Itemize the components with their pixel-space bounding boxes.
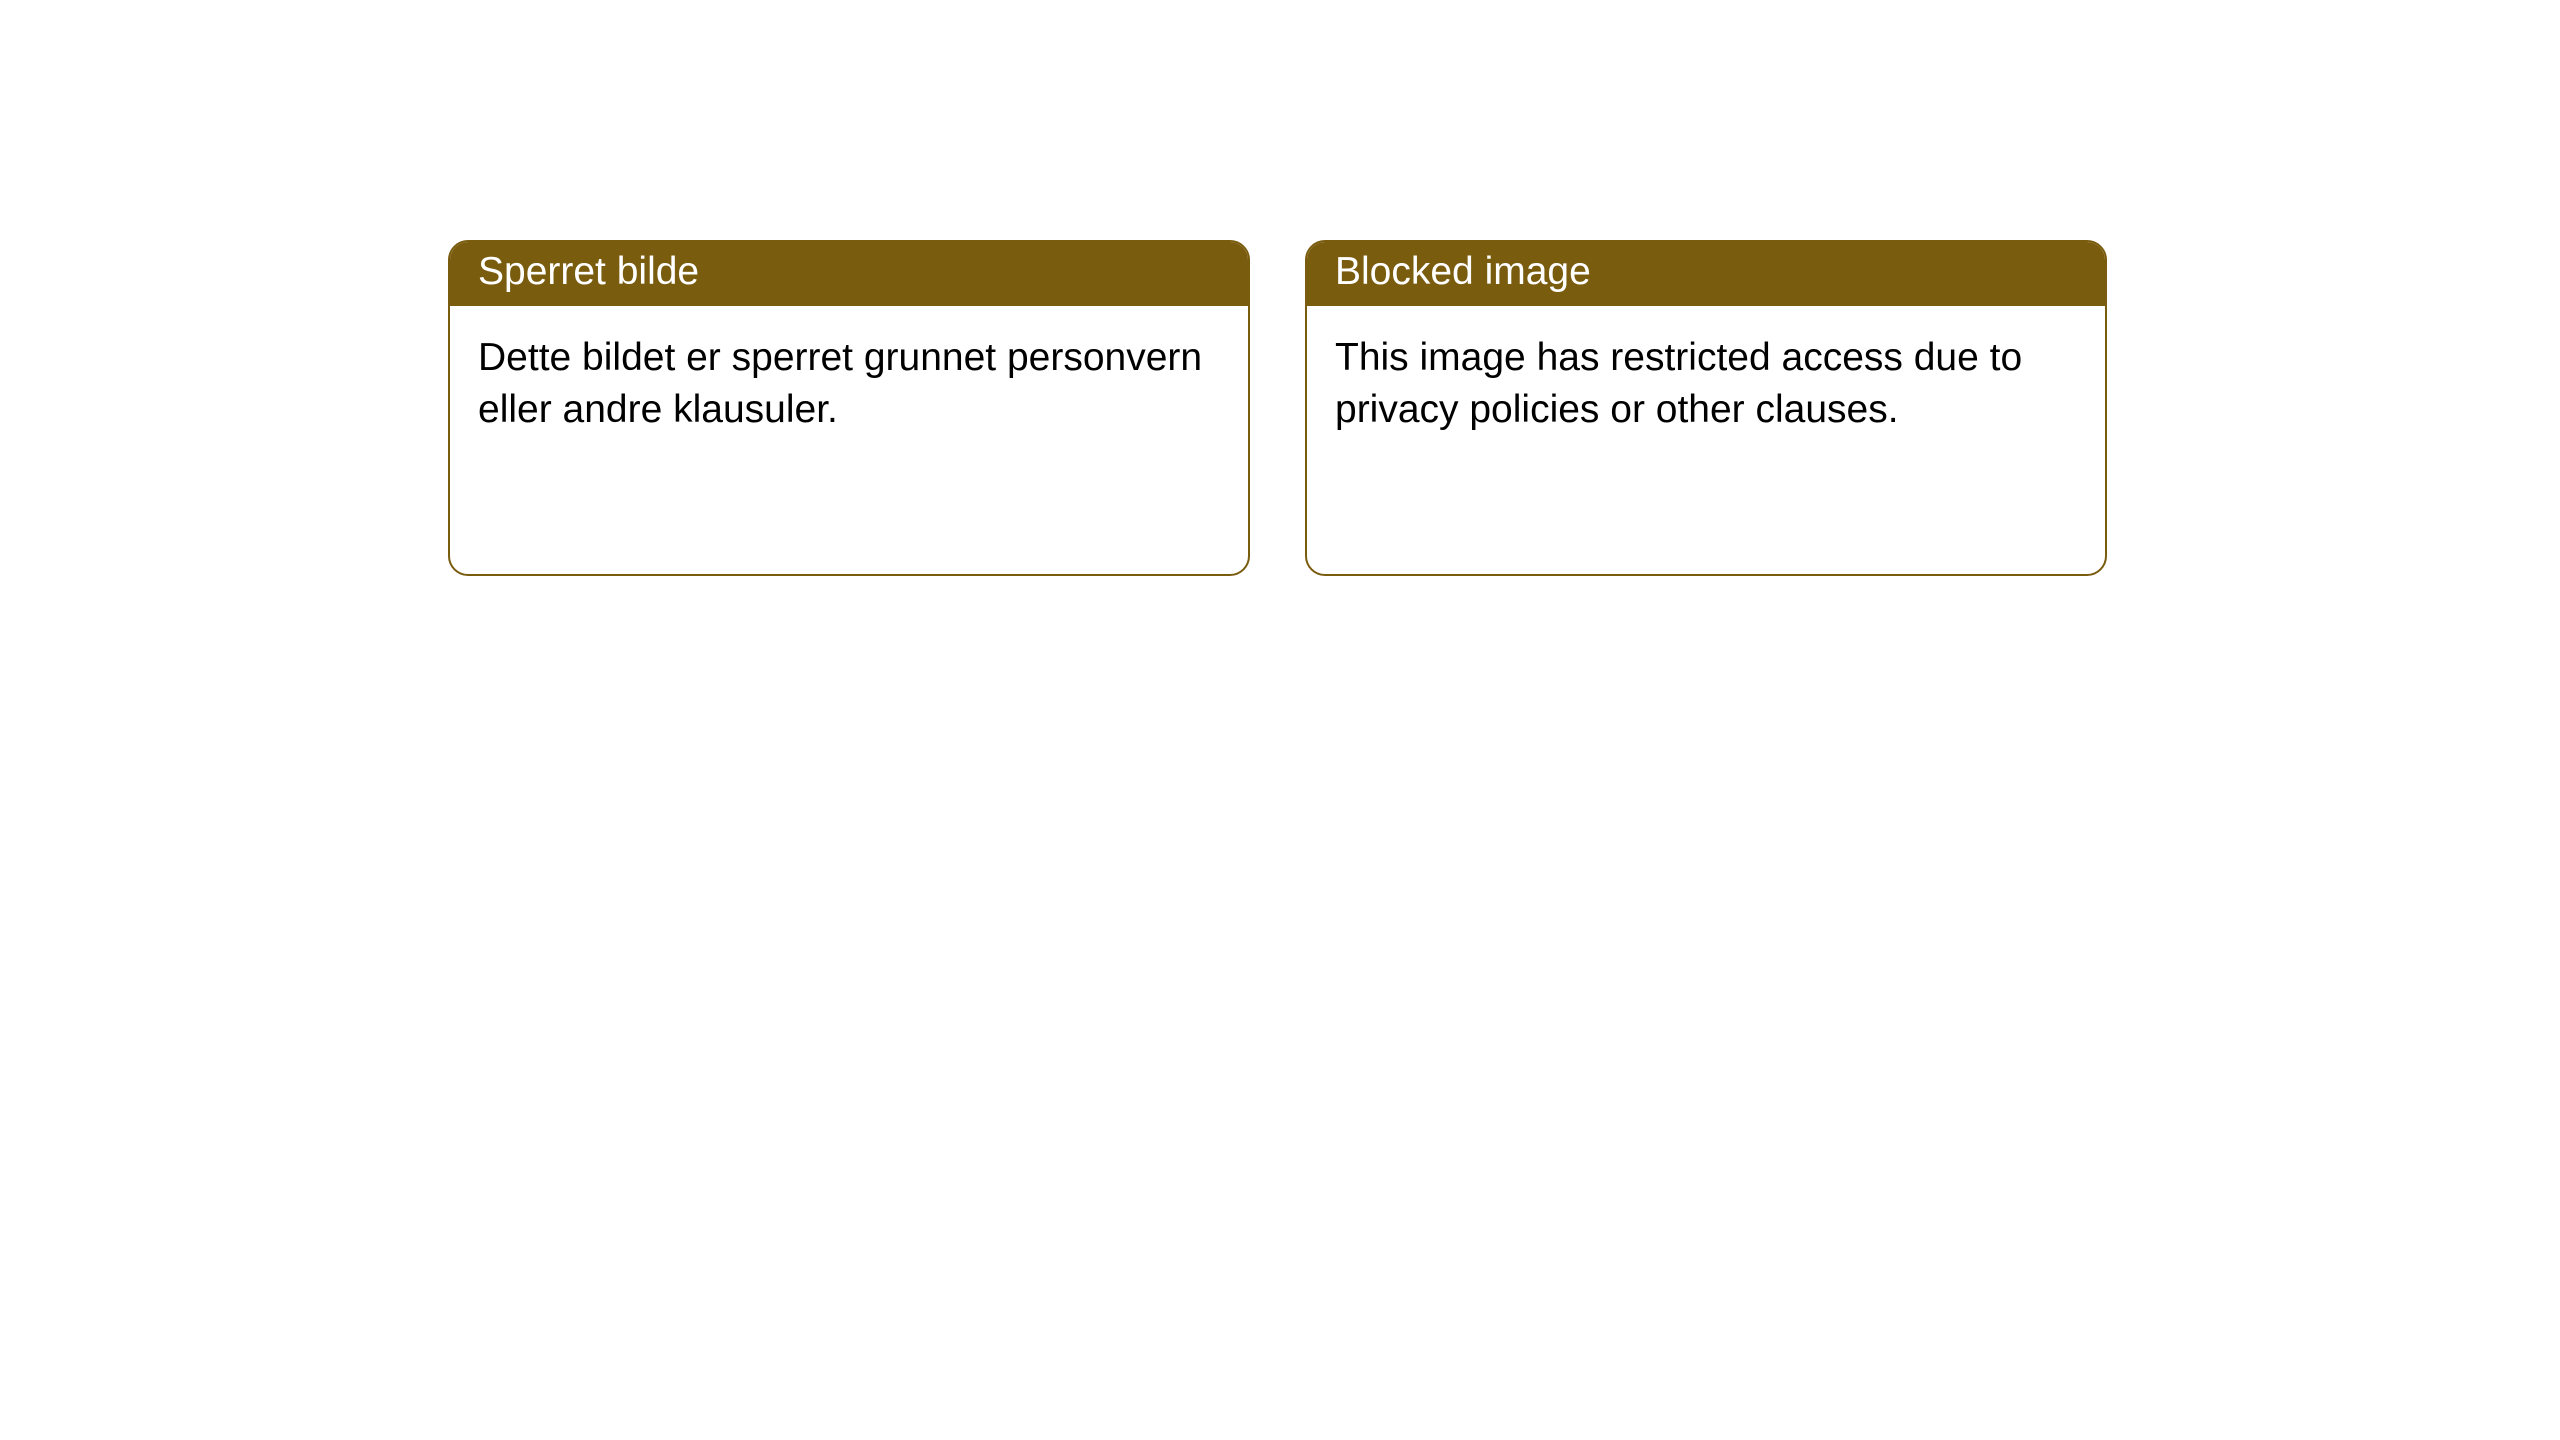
- notice-header-norwegian: Sperret bilde: [450, 242, 1248, 306]
- notice-card-english: Blocked image This image has restricted …: [1305, 240, 2107, 576]
- notice-title: Blocked image: [1335, 250, 1591, 293]
- notice-container: Sperret bilde Dette bildet er sperret gr…: [0, 0, 2560, 576]
- notice-card-norwegian: Sperret bilde Dette bildet er sperret gr…: [448, 240, 1250, 576]
- notice-title: Sperret bilde: [478, 250, 699, 293]
- notice-body-text: Dette bildet er sperret grunnet personve…: [478, 336, 1202, 432]
- notice-body-text: This image has restricted access due to …: [1335, 336, 2022, 432]
- notice-header-english: Blocked image: [1307, 242, 2105, 306]
- notice-body-english: This image has restricted access due to …: [1307, 306, 2105, 463]
- notice-body-norwegian: Dette bildet er sperret grunnet personve…: [450, 306, 1248, 463]
